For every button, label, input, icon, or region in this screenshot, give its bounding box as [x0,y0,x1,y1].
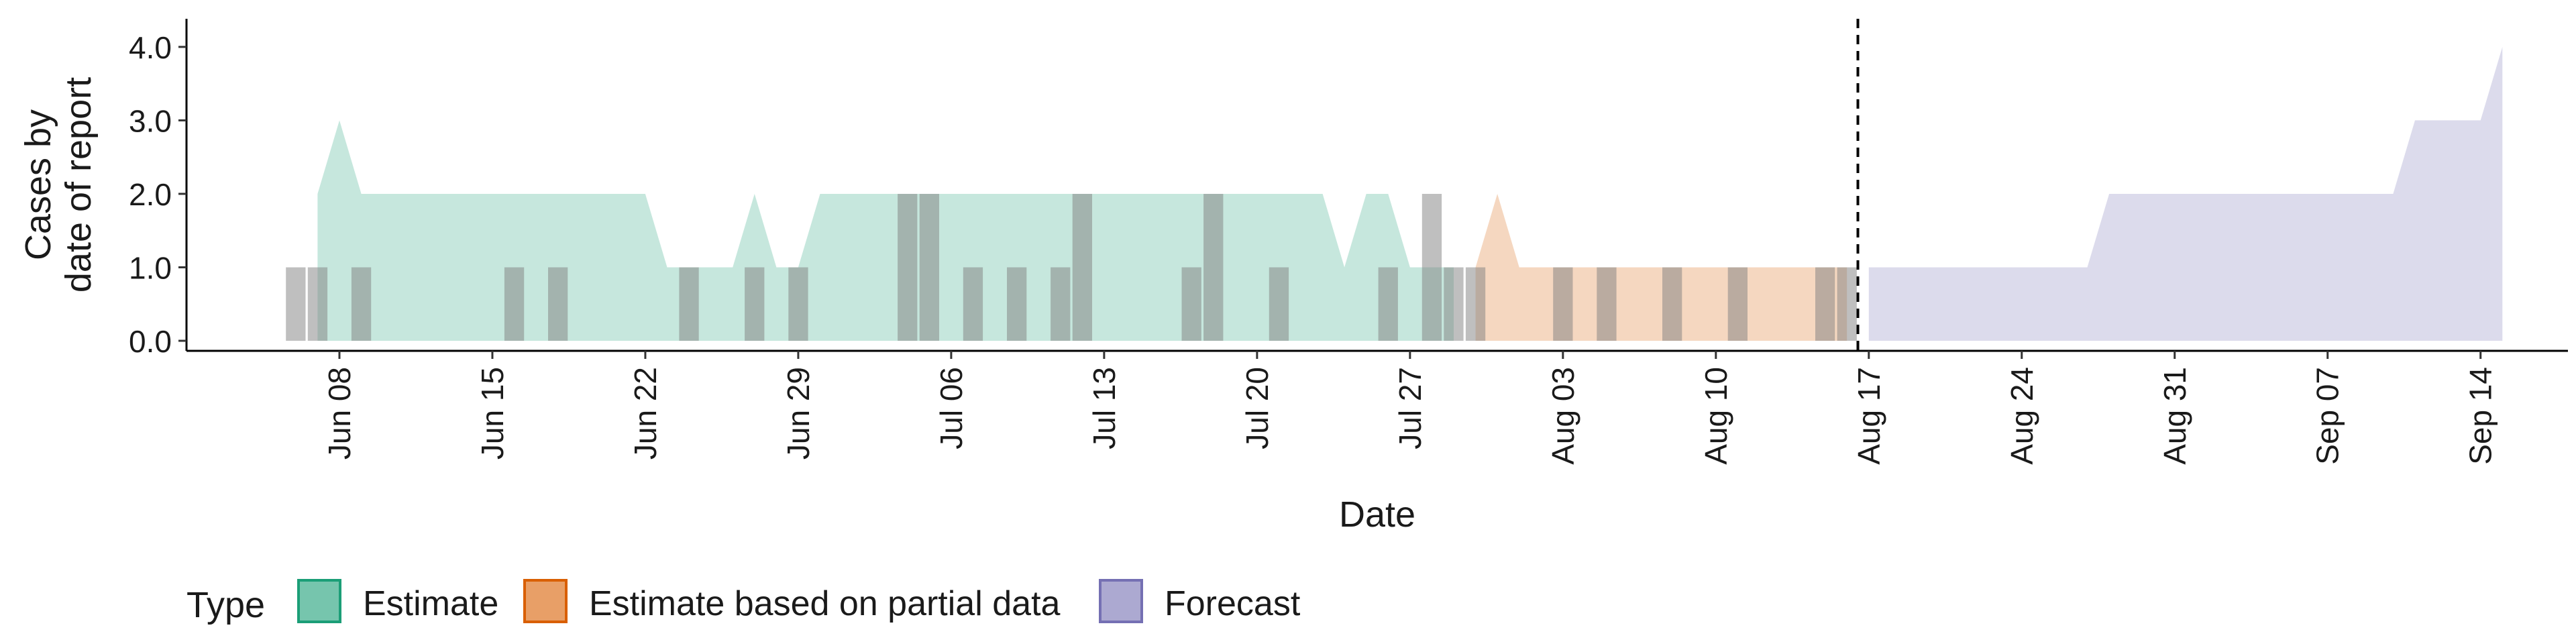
reported-case-bar [745,267,765,341]
reported-case-bar [1421,194,1442,341]
x-tick-label: Jun 15 [475,367,510,460]
x-tick-label: Jul 20 [1240,367,1275,449]
x-tick-label: Jun 29 [781,367,816,460]
reported-case-bar [919,194,939,341]
x-tick-label: Aug 31 [2157,367,2192,465]
legend-label: Estimate [363,584,498,623]
reported-case-bar [1007,267,1027,341]
reported-case-bar [1837,267,1857,341]
y-tick-label: 1.0 [129,250,172,285]
series-areas [317,46,2503,341]
x-tick-label: Sep 14 [2463,367,2498,465]
x-axis-ticks: Jun 08 Jun 15 Jun 22 Jun 29 Jul 06 Jul 13 Jul … [322,351,2498,465]
y-axis-ticks: 0.0 1.0 2.0 3.0 4.0 [129,30,186,359]
reported-case-bar [1727,267,1748,341]
reported-case-bar [286,267,306,341]
reported-case-bar [1597,267,1617,341]
x-tick-label: Jul 06 [934,367,969,449]
x-tick-label: Sep 07 [2310,367,2345,465]
reported-case-bar [1181,267,1201,341]
legend-title: Type [186,585,265,625]
reported-case-bar [1378,267,1398,341]
reported-case-bar [1553,267,1573,341]
reported-case-bar [1815,267,1835,341]
series-area-forecast [1868,46,2503,341]
x-tick-label: Jul 13 [1087,367,1122,449]
y-tick-label: 2.0 [129,177,172,212]
x-tick-label: Aug 24 [2004,367,2039,465]
legend-label: Estimate based on partial data [589,584,1061,623]
reported-case-bar [1051,267,1071,341]
x-tick-label: Jun 08 [322,367,357,460]
reported-case-bar [307,267,328,341]
series-area-estimate-based-on-partial-data [1475,194,1847,341]
x-tick-label: Jun 22 [628,367,663,460]
legend-key-forecast [1099,579,1143,623]
y-tick-label: 4.0 [129,30,172,65]
reported-case-bar [679,267,699,341]
y-tick-label: 3.0 [129,103,172,138]
reported-case-bars [286,194,1857,341]
x-tick-label: Aug 17 [1851,367,1886,465]
reported-case-bar [898,194,918,341]
x-tick-label: Aug 03 [1546,367,1580,465]
reported-case-bar [548,267,568,341]
legend-key-estimate-based-on-partial-data [523,579,568,623]
y-axis-title-line-1: Cases by [18,109,58,260]
legend-label: Forecast [1165,584,1301,623]
reported-case-bar [788,267,808,341]
y-axis-title-line-2: date of report [58,77,99,292]
y-tick-label: 0.0 [129,324,172,359]
x-tick-label: Aug 10 [1699,367,1733,465]
reported-case-bar [1203,194,1224,341]
reported-case-bar [1465,267,1486,341]
legend: Type Estimate Estimate based on partial d… [186,579,1301,625]
x-axis-title: Date [1339,494,1415,535]
reported-case-bar [1444,267,1464,341]
reported-case-bar [1662,267,1682,341]
reported-case-bar [351,267,372,341]
series-area-estimate [317,120,1454,341]
reported-case-bar [1269,267,1289,341]
legend-key-estimate [297,579,341,623]
x-tick-label: Jul 27 [1393,367,1428,449]
reported-case-bar [504,267,525,341]
reported-case-bar [963,267,983,341]
reported-case-bar [1072,194,1092,341]
